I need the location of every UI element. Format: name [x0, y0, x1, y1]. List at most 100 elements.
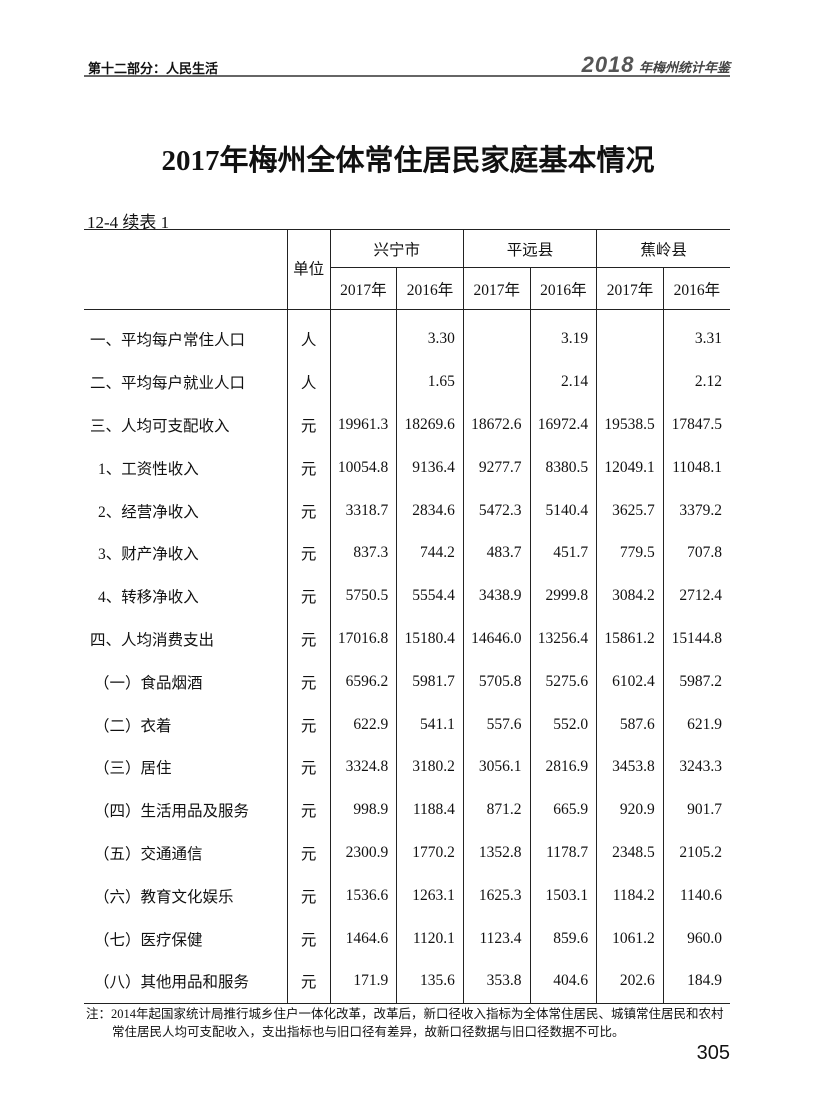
- value-cell: 202.6: [596, 959, 664, 1004]
- value-cell: 15180.4: [396, 617, 464, 661]
- region-header: 蕉岭县: [596, 229, 730, 268]
- row-label: （二）衣着: [94, 717, 172, 735]
- table-row: 1、工资性收入 元 10054.8 9136.4 9277.7 8380.5 12049.1…: [84, 446, 730, 490]
- value-cell: 837.3: [329, 531, 397, 575]
- value-cell: 1188.4: [396, 788, 464, 832]
- value-cell: 1123.4: [462, 917, 531, 960]
- row-label: 4、转移净收入: [98, 589, 199, 607]
- value-cell: 10054.8: [329, 446, 397, 490]
- row-label: （五）交通通信: [94, 845, 203, 863]
- value-cell: 18672.6: [462, 403, 531, 447]
- table-row: （一）食品烟酒 元 6596.2 5981.7 5705.8 5275.6 6102.4 59…: [84, 660, 730, 704]
- row-label: （七）医疗保健: [94, 931, 203, 949]
- table-row: （四）生活用品及服务 元 998.9 1188.4 871.2 665.9 920.9 901…: [84, 788, 730, 832]
- value-cell: 3243.3: [662, 745, 730, 789]
- row-unit: 元: [286, 831, 331, 875]
- value-cell: 5472.3: [462, 489, 531, 532]
- value-cell: 2105.2: [662, 831, 730, 875]
- value-cell: 779.5: [596, 531, 664, 575]
- table-number: 12-4 续表 1: [87, 213, 170, 232]
- value-cell: 5981.7: [396, 660, 464, 704]
- value-cell: 1503.1: [529, 874, 597, 918]
- table-row: 二、平均每户就业人口 人 1.65 2.14 2.12: [84, 360, 730, 404]
- value-cell: 665.9: [529, 788, 597, 832]
- table-row: （八）其他用品和服务 元 171.9 135.6 353.8 404.6 202.6 184.…: [84, 959, 730, 1004]
- value-cell: 18269.6: [396, 403, 464, 447]
- row-label: （四）生活用品及服务: [94, 803, 250, 821]
- year-header: 2016年: [396, 267, 464, 310]
- value-cell: 2834.6: [396, 489, 464, 532]
- table-row: 4、转移净收入 元 5750.5 5554.4 3438.9 2999.8 3084.2 27…: [84, 574, 730, 618]
- value-cell: 998.9: [329, 788, 397, 832]
- value-cell: 13256.4: [529, 617, 597, 661]
- row-unit: 元: [286, 917, 331, 960]
- value-cell: 3.31: [662, 309, 730, 361]
- value-cell: 16972.4: [529, 403, 597, 447]
- value-cell: 5140.4: [529, 489, 597, 532]
- row-unit: 元: [286, 446, 331, 490]
- value-cell: 1061.2: [596, 917, 664, 960]
- value-cell: 6102.4: [596, 660, 664, 704]
- row-label: （六）教育文化娱乐: [94, 888, 234, 906]
- page-title: 2017年梅州全体常住居民家庭基本情况: [161, 145, 655, 177]
- region-header: 平远县: [462, 229, 597, 268]
- book-year: 2018: [581, 52, 635, 77]
- row-unit: 人: [286, 309, 331, 361]
- value-cell: 707.8: [662, 531, 730, 575]
- value-cell: 9136.4: [396, 446, 464, 490]
- value-cell: [329, 309, 397, 361]
- value-cell: 5275.6: [529, 660, 597, 704]
- value-cell: 11048.1: [662, 446, 730, 490]
- table-row: （六）教育文化娱乐 元 1536.6 1263.1 1625.3 1503.1 1184.2…: [84, 874, 730, 918]
- value-cell: 19538.5: [596, 403, 664, 447]
- value-cell: 15144.8: [662, 617, 730, 661]
- row-label: 一、平均每户常住人口: [90, 332, 246, 350]
- value-cell: 3318.7: [329, 489, 397, 532]
- row-unit: 元: [286, 617, 331, 661]
- value-cell: 3379.2: [662, 489, 730, 532]
- row-label: 3、财产净收入: [98, 546, 199, 564]
- table-row: （五）交通通信 元 2300.9 1770.2 1352.8 1178.7 2348.5 21…: [84, 831, 730, 875]
- row-unit: 元: [286, 959, 331, 1004]
- value-cell: 9277.7: [462, 446, 531, 490]
- year-header: 2016年: [662, 267, 730, 310]
- value-cell: 2348.5: [596, 831, 664, 875]
- row-label: 1、工资性收入: [98, 460, 199, 478]
- table-row: 2、经营净收入 元 3318.7 2834.6 5472.3 5140.4 3625.7 33…: [84, 489, 730, 532]
- value-cell: 587.6: [596, 703, 664, 746]
- value-cell: 1184.2: [596, 874, 664, 918]
- value-cell: 2999.8: [529, 574, 597, 618]
- value-cell: 3.30: [396, 309, 464, 361]
- data-table: 单位 兴宁市 平远县 蕉岭县 2017年 2016年 2017年 2016年 2017年…: [84, 229, 730, 1004]
- value-cell: 5705.8: [462, 660, 531, 704]
- header-divider: [84, 75, 730, 77]
- value-cell: 1120.1: [396, 917, 464, 960]
- value-cell: 1.65: [396, 360, 464, 404]
- value-cell: 404.6: [529, 959, 597, 1004]
- row-unit: 元: [286, 703, 331, 746]
- value-cell: [462, 309, 531, 361]
- value-cell: 1178.7: [529, 831, 597, 875]
- unit-header: 单位: [286, 229, 331, 310]
- value-cell: 552.0: [529, 703, 597, 746]
- value-cell: 901.7: [662, 788, 730, 832]
- table-row: （三）居住 元 3324.8 3180.2 3056.1 2816.9 3453.8 3243…: [84, 745, 730, 789]
- value-cell: 2.14: [529, 360, 597, 404]
- region-header: 兴宁市: [329, 229, 464, 268]
- value-cell: 541.1: [396, 703, 464, 746]
- footnote-line: 注：2014年起国家统计局推行城乡住户一体化改革，改革后，新口径收入指标为全体常…: [86, 1007, 724, 1021]
- value-cell: 1352.8: [462, 831, 531, 875]
- value-cell: 1140.6: [662, 874, 730, 918]
- table-row: （二）衣着 元 622.9 541.1 557.6 552.0 587.6 621.9: [84, 703, 730, 746]
- value-cell: 5554.4: [396, 574, 464, 618]
- value-cell: 3084.2: [596, 574, 664, 618]
- row-label: 二、平均每户就业人口: [90, 375, 246, 393]
- footnote-line: 常住居民人均可支配收入，支出指标也与旧口径有差异，故新口径数据与旧口径数据不可比…: [112, 1025, 625, 1039]
- book-header: 2018 年梅州统计年鉴: [582, 52, 730, 78]
- value-cell: [596, 309, 664, 361]
- value-cell: 3.19: [529, 309, 597, 361]
- value-cell: 2816.9: [529, 745, 597, 789]
- value-cell: 14646.0: [462, 617, 531, 661]
- table-row: 四、人均消费支出 元 17016.8 15180.4 14646.0 13256.4 158…: [84, 617, 730, 661]
- row-label: 2、经营净收入: [98, 503, 199, 521]
